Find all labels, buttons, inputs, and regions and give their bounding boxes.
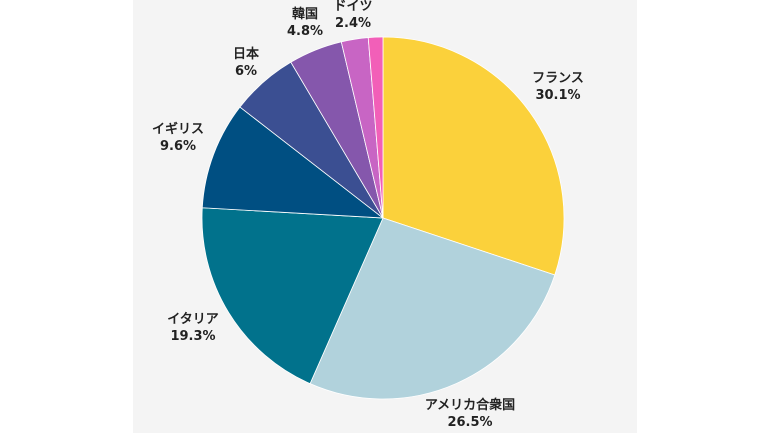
slice-value-label: 30.1% (535, 88, 580, 103)
slice-value-label: 26.5% (447, 415, 492, 430)
slice-name-label: ドイツ (333, 0, 372, 14)
pie-slice (309, 217, 556, 400)
pie-slice (367, 36, 384, 219)
slice-name-label: イタリア (167, 312, 218, 327)
slice-name-label: 韓国 (292, 6, 318, 22)
slice-name-label: フランス (532, 71, 584, 86)
slice-value-label: 6% (235, 64, 257, 79)
slice-value-label: 9.6% (160, 139, 196, 154)
pie-slice (382, 36, 565, 276)
slice-name-label: アメリカ合衆国 (425, 397, 515, 413)
slice-name-label: イギリス (152, 121, 204, 137)
slice-value-label: 4.8% (287, 24, 323, 39)
pie-slice (201, 106, 385, 219)
slice-value-label: 19.3% (170, 329, 215, 344)
slice-value-label: 2.4% (335, 16, 371, 31)
slice-name-label: 日本 (233, 46, 259, 62)
pie-slice (201, 207, 384, 385)
